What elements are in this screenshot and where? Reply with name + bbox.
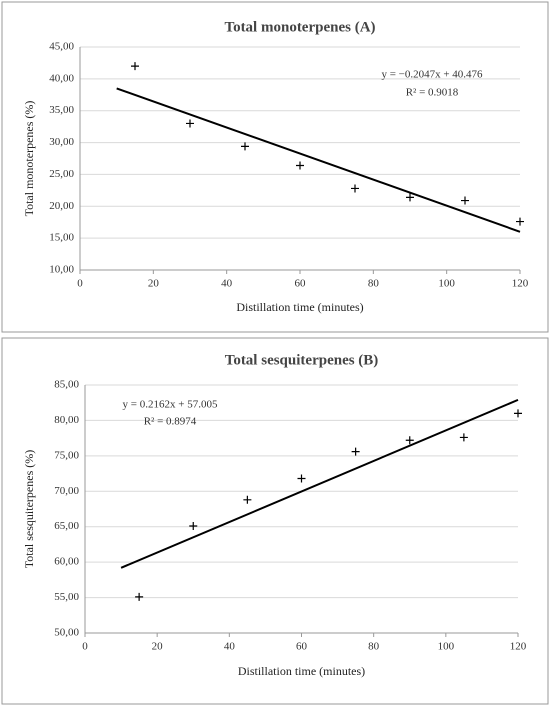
x-axis-title: Distillation time (minutes) — [236, 300, 363, 314]
annotation: y = −0.2047x + 40.476 — [381, 69, 483, 81]
point — [351, 184, 359, 193]
y-tick-label: 25,00 — [49, 168, 74, 180]
y-axis-title: Total monoterpenes (%) — [22, 101, 36, 217]
point — [296, 161, 304, 170]
x-tick-label: 20 — [148, 278, 160, 290]
point — [297, 474, 306, 483]
point — [243, 495, 252, 504]
x-tick-label: 100 — [438, 641, 455, 653]
panel-border — [1, 337, 549, 705]
point — [241, 142, 249, 151]
annotation: y = 0.2162x + 57.005 — [123, 399, 218, 411]
y-tick-label: 15,00 — [49, 232, 74, 244]
annotation: R² = 0.8974 — [144, 416, 197, 428]
y-tick-label: 40,00 — [49, 72, 74, 84]
x-tick-label: 0 — [77, 278, 83, 290]
y-tick-label: 55,00 — [54, 591, 79, 603]
y-axis-title: Total sesquiterpenes (%) — [22, 450, 36, 568]
chart: Total monoterpenes (A) 10,00 15,00 20,00 25,… — [1, 1, 549, 333]
annotation: R² = 0.9018 — [406, 87, 459, 99]
x-tick-label: 60 — [295, 278, 307, 290]
point — [514, 409, 522, 418]
x-tick-label: 100 — [438, 278, 455, 290]
point — [351, 447, 360, 456]
x-tick-label: 20 — [152, 641, 164, 653]
y-tick-label: 65,00 — [54, 520, 79, 532]
y-tick-label: 80,00 — [54, 414, 79, 426]
point — [135, 592, 144, 601]
trendline — [120, 398, 519, 569]
y-tick-label: 60,00 — [54, 556, 79, 568]
y-tick-label: 35,00 — [49, 104, 74, 116]
panel-border — [1, 1, 549, 333]
y-tick-label: 10,00 — [49, 264, 74, 276]
point — [189, 522, 198, 531]
x-tick-label: 60 — [296, 641, 308, 653]
y-tick-label: 30,00 — [49, 136, 74, 148]
y-tick-label: 50,00 — [54, 627, 79, 639]
y-tick-label: 20,00 — [49, 200, 74, 212]
point — [186, 119, 194, 128]
x-tick-label: 80 — [368, 641, 380, 653]
y-tick-label: 85,00 — [54, 379, 79, 391]
point — [461, 196, 469, 205]
x-tick-label: 80 — [368, 278, 380, 290]
point — [131, 62, 139, 71]
chart-title: Total monoterpenes (A) — [224, 19, 375, 35]
x-tick-label: 40 — [221, 278, 233, 290]
chart-title: Total sesquiterpenes (B) — [225, 352, 379, 368]
point — [516, 217, 524, 226]
x-tick-label: 120 — [512, 278, 529, 290]
x-tick-label: 120 — [510, 641, 527, 653]
point — [459, 433, 468, 442]
x-axis-title: Distillation time (minutes) — [238, 664, 365, 678]
chart: Total sesquiterpenes (B) 50,00 55,00 60,00 6… — [1, 337, 549, 705]
y-tick-label: 45,00 — [49, 41, 74, 53]
x-tick-label: 40 — [224, 641, 236, 653]
point — [405, 436, 414, 445]
trendline — [116, 87, 521, 233]
y-tick-label: 75,00 — [54, 449, 79, 461]
y-tick-label: 70,00 — [54, 485, 79, 497]
point — [406, 193, 414, 202]
x-tick-label: 0 — [82, 641, 88, 653]
